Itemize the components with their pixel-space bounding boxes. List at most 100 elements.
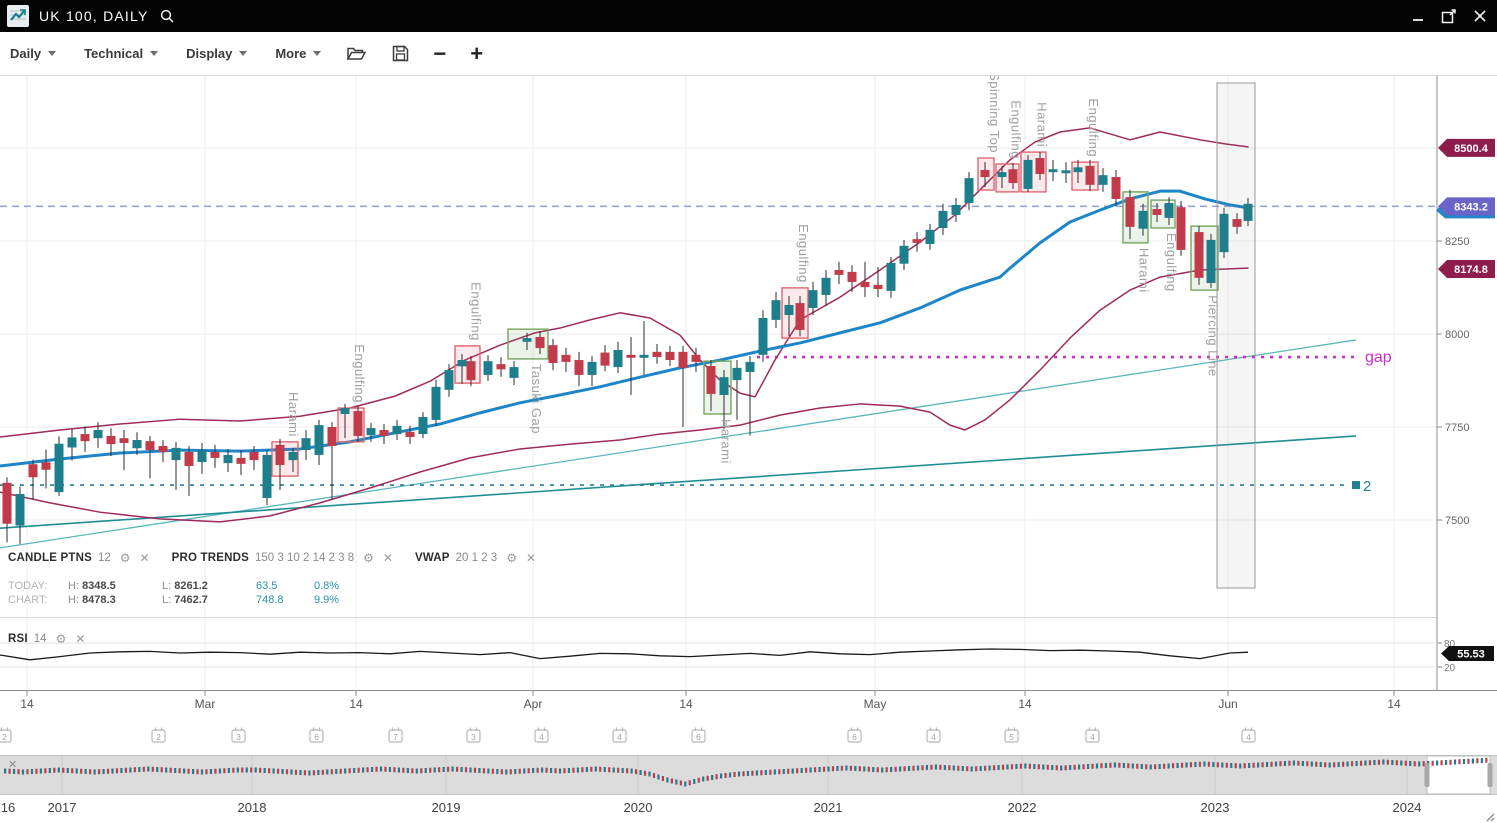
save-icon[interactable] — [392, 45, 409, 62]
candle-body — [745, 361, 755, 372]
candle-body — [1008, 169, 1018, 183]
navigator-candle — [523, 768, 526, 774]
calendar-icon[interactable]: 3 — [466, 727, 481, 743]
calendar-icon[interactable]: 4 — [1085, 727, 1100, 743]
candle-body — [938, 210, 948, 228]
navigator-candle — [214, 768, 217, 774]
pro-trends-settings-icon[interactable]: ⚙ — [363, 551, 374, 565]
navigator-candle — [1118, 762, 1121, 768]
calendar-icon[interactable]: 7 — [388, 727, 403, 743]
navigator-candle — [992, 765, 996, 771]
svg-text:3: 3 — [471, 732, 476, 742]
candle-body — [784, 304, 794, 316]
pattern-label: Harami — [286, 392, 301, 437]
candle-body — [262, 454, 272, 499]
navigator-candle — [478, 768, 481, 773]
navigator-candle — [688, 780, 691, 786]
calendar-icon[interactable]: 6 — [309, 727, 324, 743]
candle-body — [496, 364, 506, 370]
navigator-candle — [661, 776, 665, 781]
calendar-icon[interactable]: 4 — [534, 727, 549, 743]
candle-body — [821, 277, 831, 295]
navigator-candle — [321, 769, 324, 775]
rsi-settings-icon[interactable]: ⚙ — [55, 632, 67, 646]
pattern-label: Engulfing — [469, 282, 484, 341]
menu-display[interactable]: Display — [186, 46, 248, 61]
title-bar: UK 100, DAILY — [0, 0, 1497, 32]
navigator-candle — [921, 765, 924, 771]
candle-body — [1023, 159, 1033, 189]
navigator-candle — [599, 766, 602, 772]
candle-body — [466, 361, 476, 381]
calendar-icon[interactable]: 6 — [847, 727, 862, 743]
navigator-candle — [558, 768, 562, 774]
candle-body — [600, 352, 610, 366]
navigator-candle — [1055, 765, 1058, 771]
calendar-icon[interactable]: 6 — [691, 727, 706, 743]
calendar-icon[interactable]: 4 — [926, 727, 941, 743]
navigator-candle — [509, 769, 512, 775]
time-tick-label: 14 — [1018, 697, 1032, 711]
navigator-candle — [290, 769, 293, 775]
calendar-icon[interactable]: 2 — [0, 727, 12, 743]
navigator-candle — [984, 765, 987, 771]
navigator-handle-left[interactable] — [1424, 763, 1430, 787]
menu-technical[interactable]: Technical — [84, 46, 159, 61]
pro-trends-remove-icon[interactable]: ✕ — [382, 551, 393, 565]
navigator-candle — [706, 775, 709, 781]
menu-daily[interactable]: Daily — [10, 46, 57, 61]
selected-range-overlay[interactable] — [1216, 82, 1256, 589]
navigator-candle — [1042, 764, 1045, 770]
minimize-button[interactable] — [1411, 9, 1425, 23]
zoom-out-button[interactable]: − — [433, 40, 447, 66]
navigator-candle — [133, 767, 136, 773]
open-folder-icon[interactable] — [347, 46, 367, 62]
navigator-candle — [1440, 760, 1443, 766]
close-button[interactable] — [1473, 9, 1487, 23]
navigator-candle — [796, 768, 799, 774]
navigator-candle — [903, 766, 906, 772]
rsi-params: 14 — [33, 633, 47, 645]
navigator-candle — [357, 767, 360, 773]
candle-body — [626, 354, 636, 358]
menu-more[interactable]: More — [275, 46, 322, 61]
vwap-label: VWAP — [414, 552, 450, 564]
navigator-candle — [8, 768, 11, 774]
navigator-candle — [344, 768, 347, 774]
navigator-candle — [818, 767, 821, 772]
navigator-candle — [299, 770, 302, 775]
candle-body — [197, 450, 207, 462]
navigator-candle — [760, 770, 763, 776]
candle-body — [834, 270, 844, 275]
calendar-icon[interactable]: 2 — [151, 727, 166, 743]
candle-ptns-remove-icon[interactable]: ✕ — [139, 551, 150, 565]
pattern-label: Tasuki Gap — [529, 364, 544, 434]
navigator-candle — [773, 769, 776, 775]
popout-button[interactable] — [1441, 8, 1457, 24]
calendar-icon[interactable]: 3 — [231, 727, 246, 743]
navigator-close-icon[interactable]: ✕ — [8, 759, 17, 771]
rsi-remove-icon[interactable]: ✕ — [75, 632, 86, 646]
calendar-icon[interactable]: 5 — [1004, 727, 1019, 743]
calendar-icon[interactable]: 4 — [612, 727, 627, 743]
navigator-handle-right[interactable] — [1487, 763, 1493, 787]
calendar-icon[interactable]: 4 — [1241, 727, 1256, 743]
search-icon[interactable] — [159, 8, 175, 24]
navigator-candle — [115, 768, 119, 774]
zoom-in-button[interactable]: + — [470, 40, 484, 66]
navigator-candle — [925, 765, 929, 770]
navigator-candle — [1163, 763, 1166, 769]
navigator-candle — [12, 769, 16, 774]
navigator-candle — [200, 769, 204, 775]
navigator-candle — [751, 770, 754, 776]
navigator-candle — [670, 778, 673, 784]
navigator-candle — [845, 765, 848, 771]
candle-ptns-settings-icon[interactable]: ⚙ — [119, 551, 131, 565]
pattern-label: Spinning Top — [987, 72, 1002, 153]
navigator-candle — [1225, 762, 1228, 768]
vwap-settings-icon[interactable]: ⚙ — [506, 551, 517, 565]
candle-body — [145, 441, 155, 451]
navigator-candle — [1377, 759, 1381, 765]
vwap-remove-icon[interactable]: ✕ — [525, 551, 537, 565]
candle-body — [236, 457, 246, 464]
